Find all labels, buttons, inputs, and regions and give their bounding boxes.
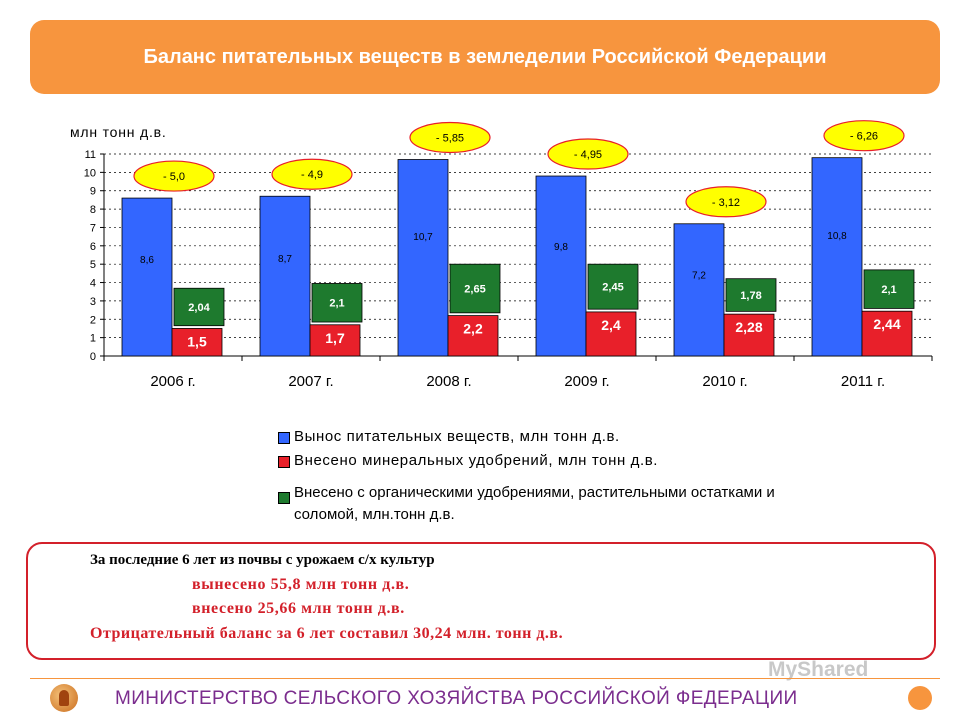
bar-organic [449,263,501,314]
bar-mineral [723,313,775,357]
y-tick-label: 5 [90,259,96,271]
y-tick-label: 0 [90,351,96,363]
bar-organic [587,263,639,310]
x-category-label: 2006 г. [150,373,195,390]
bar-removal-label: 8,6 [140,255,154,266]
bar-removal [673,223,725,357]
summary-removed: вынесено 55,8 млн тонн д.в. [192,576,410,593]
legend-label-organic: Внесено с органическими удобрениями, рас… [294,484,775,523]
balance-label: - 6,26 [850,131,878,143]
page-title: Баланс питательных веществ в земледелии … [143,45,827,68]
x-category-label: 2011 г. [841,373,885,390]
y-tick-label: 3 [90,296,96,308]
y-tick-label: 11 [85,149,96,161]
legend-item-removal: Вынос питательных веществ, млн тонн д.в. [278,428,838,452]
y-tick-label: 6 [90,241,96,253]
footer-ministry-name: МИНИСТЕРСТВО СЕЛЬСКОГО ХОЗЯЙСТВА РОССИЙС… [115,688,798,709]
bar-organic-label: 2,1 [329,298,344,310]
bar-removal [535,175,587,357]
bar-mineral [171,328,223,357]
ministry-emblem-icon [50,684,78,712]
balance-ellipse [547,138,629,170]
bar-mineral-label: 2,4 [601,317,621,333]
bar-removal-label: 10,7 [413,232,433,243]
bar-organic [173,287,225,327]
bar-organic [863,269,915,309]
y-tick-label: 10 [84,167,96,179]
bar-organic [725,278,777,312]
bar-mineral-label: 1,5 [187,333,207,349]
y-tick-label: 2 [90,314,96,326]
nutrient-balance-chart: млн тонн д.в. 0 1 2 3 4 5 6 7 8 9 10 11 8,6 1,5 2,04 - 5… [70,120,933,390]
bar-removal [811,157,863,357]
bar-removal [397,159,449,357]
bar-mineral-label: 2,2 [463,321,483,337]
summary-intro: За последние 6 лет из почвы с урожаем с/… [90,552,435,568]
summary-applied: внесено 25,66 млн тонн д.в. [192,600,405,617]
bar-organic-label: 2,1 [881,284,896,296]
bar-mineral [447,315,499,357]
x-category-label: 2007 г. [288,373,333,390]
legend-swatch-red [278,456,290,468]
bar-mineral-label: 2,44 [873,316,900,332]
bar-removal [121,197,173,357]
bar-organic-label: 2,04 [188,302,210,314]
balance-label: - 4,9 [301,169,323,181]
bar-mineral [861,310,913,357]
balance-ellipse [823,120,905,152]
bar-organic-label: 2,65 [464,284,485,296]
corner-circle-icon [908,686,932,710]
balance-label: - 4,95 [574,149,602,161]
y-tick-label: 7 [90,222,96,234]
bar-removal-label: 9,8 [554,242,568,253]
summary-box: За последние 6 лет из почвы с урожаем с/… [26,542,936,660]
balance-label: - 5,0 [163,171,185,183]
legend-label-removal: Вынос питательных веществ, млн тонн д.в. [294,428,620,445]
balance-ellipse [133,160,215,192]
chart-legend: Вынос питательных веществ, млн тонн д.в.… [278,428,838,534]
bar-organic [311,283,363,323]
legend-swatch-green [278,492,290,504]
watermark: MyShared [768,658,869,681]
bar-removal-label: 10,8 [827,231,847,242]
bar-organic-label: 1,78 [740,290,761,302]
balance-ellipse [409,121,491,154]
legend-swatch-blue [278,432,290,444]
bar-removal-label: 8,7 [278,254,292,265]
legend-item-organic: Внесено с органическими удобрениями, рас… [278,484,838,534]
balance-ellipse [271,158,353,190]
bar-organic-label: 2,45 [602,282,623,294]
y-tick-label: 8 [90,204,96,216]
bar-mineral-label: 2,28 [735,319,762,335]
bar-removal-label: 7,2 [692,271,706,282]
bar-mineral-label: 1,7 [325,330,345,346]
y-tick-label: 4 [90,278,96,290]
bar-mineral [585,311,637,357]
y-tick-label: 9 [90,186,96,198]
x-category-label: 2010 г. [702,373,747,390]
summary-balance: Отрицательный баланс за 6 лет составил 3… [90,625,564,642]
y-tick-label: 1 [90,333,96,345]
x-category-label: 2009 г. [564,373,609,390]
footer-divider [30,678,940,679]
legend-label-mineral: Внесено минеральных удобрений, млн тонн … [294,452,659,469]
balance-label: - 3,12 [712,197,740,209]
bar-removal [259,195,311,357]
x-category-label: 2008 г. [426,373,471,390]
bar-mineral [309,324,361,357]
title-banner: Баланс питательных веществ в земледелии … [30,20,940,94]
y-axis-label: млн тонн д.в. [70,124,167,140]
balance-label: - 5,85 [436,133,464,145]
balance-ellipse [685,186,767,218]
legend-item-mineral: Внесено минеральных удобрений, млн тонн … [278,452,838,476]
